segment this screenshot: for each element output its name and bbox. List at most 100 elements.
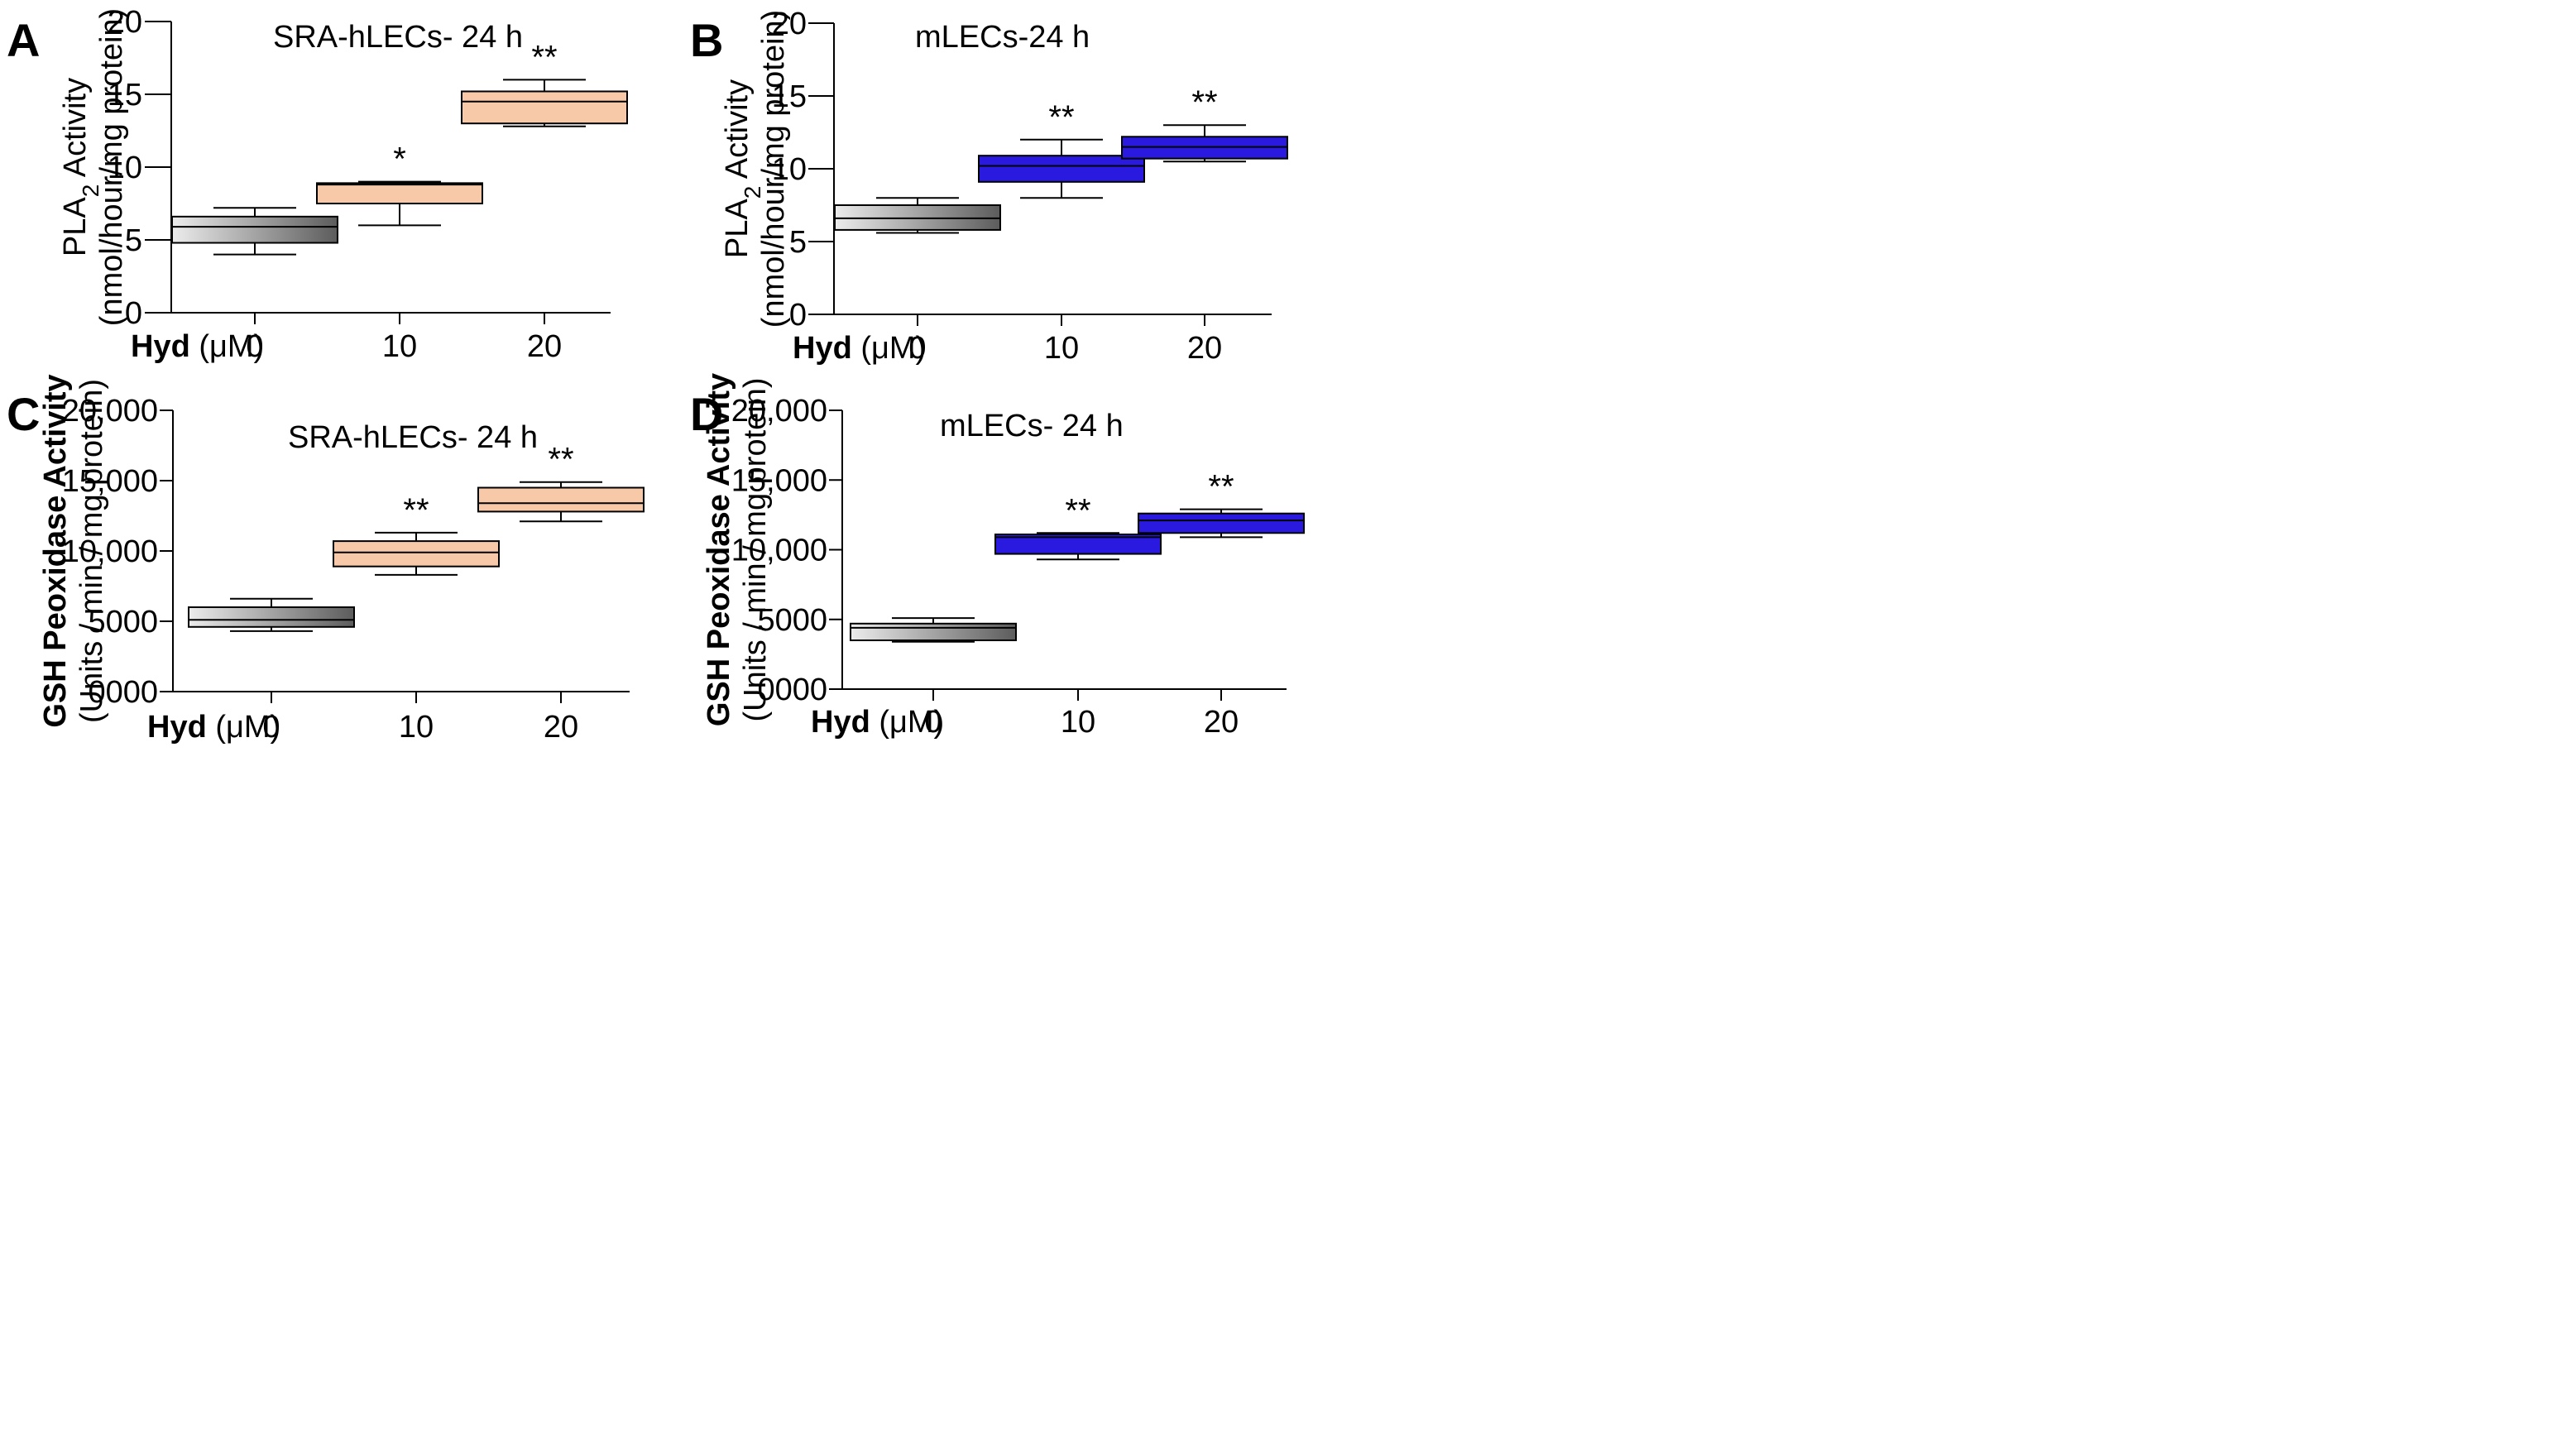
y-axis-label: PLA2 Activity (nmol/hour/mg protein) bbox=[720, 10, 791, 328]
hyd-bold: Hyd bbox=[811, 705, 870, 740]
box-group-20: ** bbox=[461, 39, 628, 127]
box-group-0 bbox=[834, 197, 1001, 234]
ylabel-rest: Activity bbox=[58, 78, 93, 184]
ylabel-main: PLA bbox=[58, 197, 93, 256]
panel-d: D 0000 5000 10,000 15,000 20,000 0 10 20 Hyd (μM)… bbox=[690, 373, 1305, 740]
y-axis-label-line1: GSH Peoxidase Activity bbox=[702, 373, 736, 726]
y-tick-label: 0 bbox=[125, 296, 142, 331]
box-group-20: ** bbox=[1138, 469, 1305, 539]
x-axis-label: Hyd (μM) bbox=[147, 710, 280, 745]
y-tick-label: 15,000 bbox=[62, 464, 158, 499]
ylabel-subscript: 2 bbox=[78, 184, 103, 198]
x-tick-label: 0 bbox=[246, 329, 263, 364]
hyd-bold: Hyd bbox=[131, 329, 190, 364]
y-axis-label: PLA2 Activity (nmol/hour/mg protein) bbox=[58, 8, 129, 326]
y-tick-label: 10 bbox=[772, 152, 807, 187]
y-tick-label: 10,000 bbox=[62, 534, 158, 569]
significance-marker: ** bbox=[1208, 469, 1234, 505]
panel-a: A 0 5 10 15 20 0 10 20 Hyd (μM) SRA-hLECs- 24 h PLA… bbox=[7, 5, 628, 364]
panel-letter: A bbox=[7, 14, 40, 66]
box bbox=[316, 182, 483, 204]
box bbox=[188, 606, 355, 628]
significance-marker: ** bbox=[1065, 492, 1090, 529]
box bbox=[978, 155, 1145, 183]
y-tick-label: 0000 bbox=[757, 673, 827, 707]
hyd-unit: (μM) bbox=[870, 705, 944, 740]
significance-marker: ** bbox=[531, 39, 557, 75]
x-tick-label: 0 bbox=[908, 331, 926, 366]
panel-letter: B bbox=[690, 14, 723, 66]
y-tick-label: 20,000 bbox=[731, 394, 827, 429]
y-tick-label: 20 bbox=[108, 5, 142, 40]
x-tick-label: 0 bbox=[262, 710, 280, 745]
x-tick-label: 10 bbox=[382, 329, 417, 364]
significance-marker: ** bbox=[1191, 84, 1217, 121]
y-axis-label-line2: (nmol/hour/mg protein) bbox=[756, 10, 791, 328]
box-group-10: ** bbox=[333, 492, 500, 576]
hyd-unit: (μM) bbox=[852, 331, 926, 366]
box bbox=[1138, 512, 1305, 534]
box-group-0 bbox=[188, 597, 355, 632]
significance-marker: ** bbox=[548, 442, 573, 478]
ylabel-rest: Activity bbox=[720, 79, 755, 186]
x-tick-label: 10 bbox=[1044, 331, 1079, 366]
box bbox=[333, 540, 500, 568]
box bbox=[477, 486, 645, 513]
ylabel-subscript: 2 bbox=[740, 186, 765, 199]
y-tick-label: 15 bbox=[772, 79, 807, 114]
y-axis-label: GSH Peoxidase Activity (Units / min / mg … bbox=[38, 374, 109, 727]
box-group-0 bbox=[850, 617, 1017, 643]
hyd-bold: Hyd bbox=[147, 710, 207, 745]
chart-title: SRA-hLECs- 24 h bbox=[288, 420, 538, 455]
box-group-10: ** bbox=[978, 99, 1145, 199]
y-tick-label: 0000 bbox=[88, 675, 158, 710]
y-axis-label-line1: PLA2 Activity bbox=[720, 79, 765, 258]
x-tick-label: 10 bbox=[399, 710, 434, 745]
hyd-unit: (μM) bbox=[190, 329, 264, 364]
y-axis-label: GSH Peoxidase Activity (Units / min / mg … bbox=[702, 373, 773, 726]
x-tick-label: 10 bbox=[1061, 705, 1095, 740]
ylabel-main: PLA bbox=[720, 199, 755, 258]
significance-marker: ** bbox=[403, 492, 429, 529]
y-tick-label: 15 bbox=[108, 78, 142, 113]
y-tick-label: 5000 bbox=[757, 603, 827, 638]
chart-title: mLECs- 24 h bbox=[940, 409, 1124, 443]
box bbox=[994, 533, 1162, 555]
y-tick-label: 20 bbox=[772, 7, 807, 41]
x-tick-label: 0 bbox=[924, 705, 942, 740]
x-axis-label: Hyd (μM) bbox=[131, 329, 264, 364]
y-axis-label-line2: (nmol/hour/mg protein) bbox=[94, 8, 129, 326]
x-tick-label: 20 bbox=[527, 329, 562, 364]
x-tick-label: 20 bbox=[544, 710, 578, 745]
box-group-10: ** bbox=[994, 492, 1162, 561]
y-tick-label: 20,000 bbox=[62, 394, 158, 429]
y-axis-label-line1: PLA2 Activity bbox=[58, 78, 103, 256]
y-axis-label-line2: (Units / min / mg protein) bbox=[738, 378, 773, 722]
box-group-0 bbox=[171, 207, 338, 256]
y-tick-label: 5 bbox=[125, 223, 142, 258]
x-axis-label: Hyd (μM) bbox=[793, 331, 926, 366]
chart-title: SRA-hLECs- 24 h bbox=[273, 20, 523, 55]
y-tick-label: 10,000 bbox=[731, 534, 827, 568]
y-tick-label: 0 bbox=[789, 298, 807, 333]
chart-title: mLECs-24 h bbox=[915, 20, 1090, 55]
box-group-20: ** bbox=[477, 442, 645, 523]
y-axis-label-line2: (Units / min / mg protein) bbox=[74, 379, 109, 723]
significance-marker: ** bbox=[1048, 99, 1074, 136]
panel-c: C 0000 5000 10,000 15,000 20,000 0 10 20 Hyd (μM)… bbox=[7, 374, 645, 745]
y-tick-label: 15,000 bbox=[731, 463, 827, 498]
y-tick-label: 5 bbox=[789, 225, 807, 260]
hyd-unit: (μM) bbox=[207, 710, 280, 745]
box-group-20: ** bbox=[1121, 84, 1288, 163]
x-tick-label: 20 bbox=[1204, 705, 1239, 740]
box bbox=[850, 622, 1017, 642]
box bbox=[171, 215, 338, 244]
panel-letter: D bbox=[690, 388, 723, 440]
x-tick-label: 20 bbox=[1187, 331, 1222, 366]
significance-marker: * bbox=[393, 141, 406, 178]
y-axis-label-line1: GSH Peoxidase Activity bbox=[38, 374, 73, 727]
box-group-10: * bbox=[316, 141, 483, 227]
panel-b: B 0 5 10 15 20 0 10 20 Hyd (μM) mLECs-24 h PLA2 Act… bbox=[690, 7, 1288, 366]
